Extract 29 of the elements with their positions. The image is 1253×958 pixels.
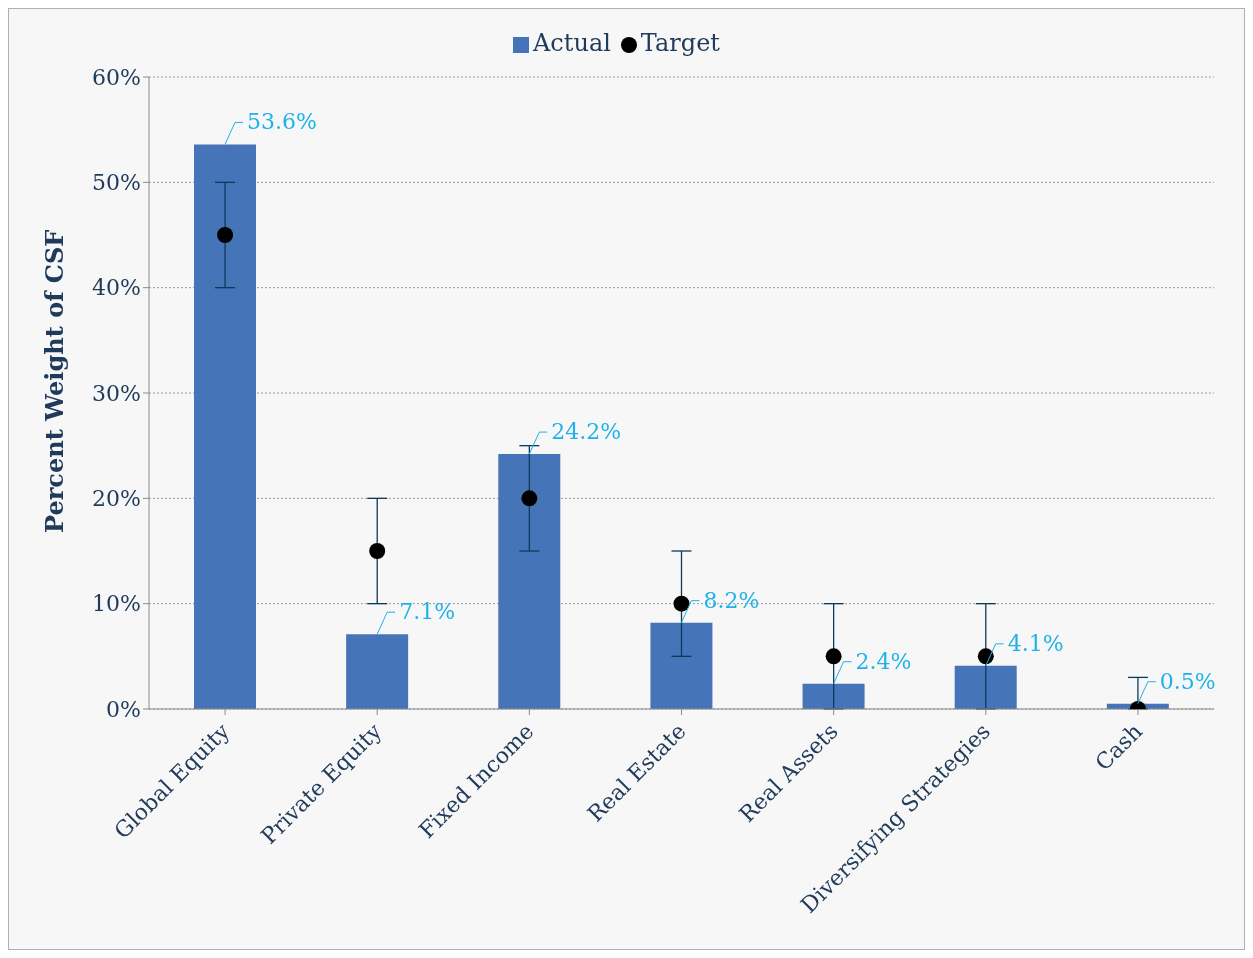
data-label: 7.1% — [399, 599, 456, 625]
data-label: 24.2% — [551, 419, 622, 445]
bar — [802, 683, 865, 709]
legend-label: Actual — [533, 29, 611, 57]
bar — [954, 665, 1017, 709]
y-tick-label: 30% — [92, 380, 141, 406]
data-label: 53.6% — [247, 109, 317, 135]
point — [673, 595, 690, 612]
point — [217, 227, 234, 243]
bar — [194, 144, 256, 709]
legend-label: Target — [640, 29, 720, 57]
y-tick-label: 50% — [92, 170, 141, 196]
bar — [498, 454, 561, 709]
bar — [650, 622, 713, 709]
y-tick-label: 20% — [92, 486, 141, 512]
y-tick-label: 60% — [92, 64, 141, 90]
bar — [346, 634, 409, 709]
y-axis-title: Percent Weight of CSF — [39, 229, 69, 533]
y-tick-label: 40% — [92, 275, 141, 301]
point — [825, 648, 842, 665]
point — [369, 543, 386, 559]
data-label: 4.1% — [1007, 630, 1064, 656]
data-label: 8.2% — [703, 587, 760, 613]
y-tick-label: 0% — [106, 696, 141, 722]
point — [521, 490, 538, 507]
data-label: 0.5% — [1159, 668, 1216, 694]
data-label: 2.4% — [855, 648, 912, 674]
point — [977, 648, 994, 665]
y-tick-label: 10% — [92, 591, 141, 617]
